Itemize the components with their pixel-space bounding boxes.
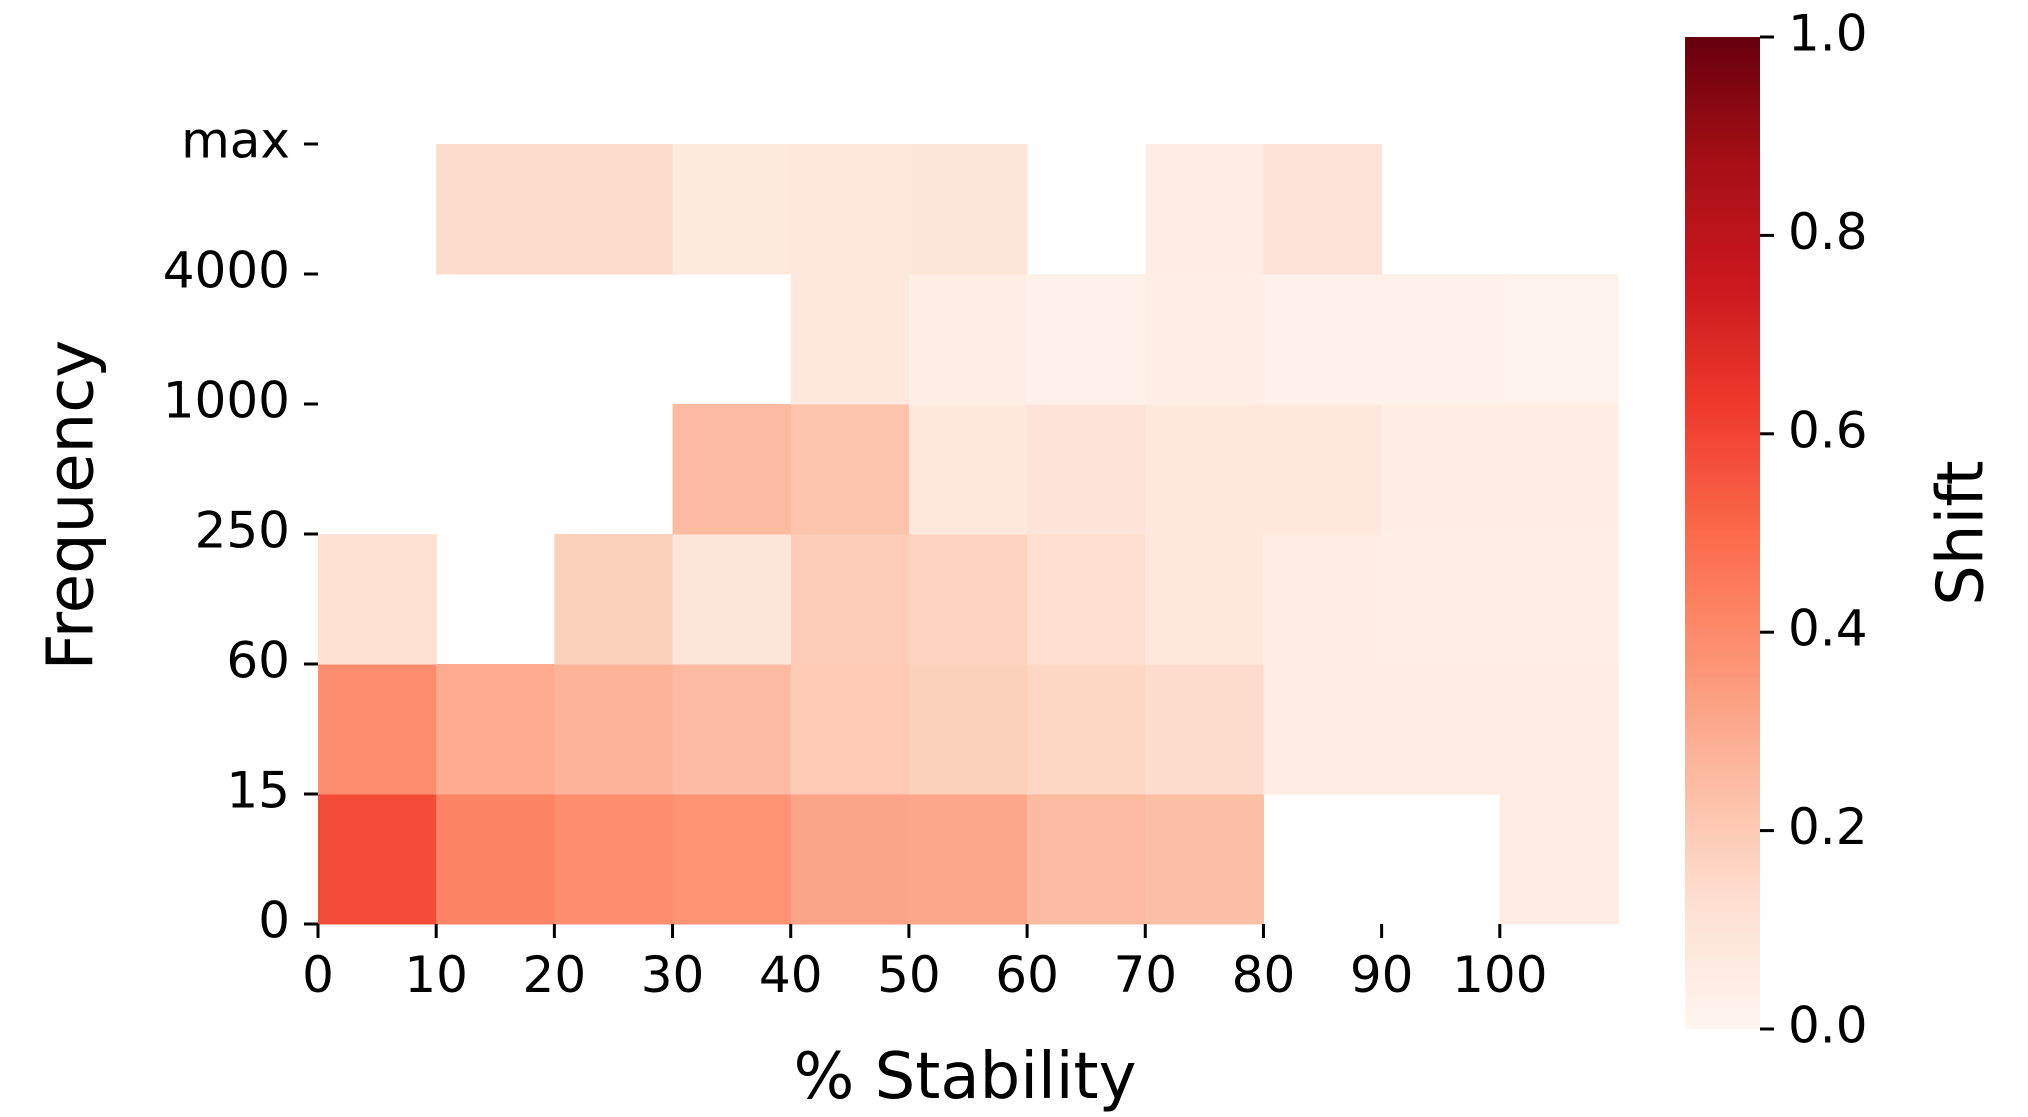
x-tick-label: 0: [302, 946, 334, 1004]
heatmap-cell: [1381, 534, 1501, 665]
x-tick-label: 50: [877, 946, 941, 1004]
x-axis-title: % Stability: [793, 1040, 1136, 1114]
y-axis-title: Frequency: [35, 340, 109, 671]
y-tick-label: 60: [226, 632, 290, 690]
colorbar-ticks: 0.0 0.2 0.4 0.6 0.8 1.0: [1760, 5, 1868, 1055]
colorbar-tick-label: 0.0: [1788, 997, 1868, 1055]
heatmap-cell: [1027, 794, 1146, 925]
heatmap-cell: [1499, 274, 1619, 405]
y-tick-label: max: [181, 112, 290, 170]
y-tick-label: 1000: [163, 372, 290, 430]
x-tick-label: 20: [523, 946, 587, 1004]
heatmap-cell: [554, 144, 674, 275]
heatmap-cell: [1145, 144, 1264, 275]
x-tick-label: 90: [1350, 946, 1414, 1004]
heatmap-cell: [790, 534, 910, 665]
heatmap-cell: [908, 794, 1028, 925]
heatmap-cell: [790, 404, 910, 535]
heatmap-cell: [554, 534, 674, 665]
heatmap-cell: [1499, 664, 1619, 795]
x-tick-label: 80: [1232, 946, 1296, 1004]
heatmap-cell: [436, 664, 555, 795]
heatmap-cell: [436, 794, 555, 925]
y-tick-label: 4000: [163, 242, 290, 300]
heatmap-cell: [672, 794, 792, 925]
heatmap-cell: [554, 664, 674, 795]
y-axis: 0 15 60 250 1000 4000 max: [163, 112, 318, 950]
heatmap-cell: [790, 664, 910, 795]
heatmap-cell: [908, 144, 1028, 275]
x-tick-label: 70: [1113, 946, 1177, 1004]
heatmap-cell: [554, 794, 674, 925]
heatmap-cell: [1499, 534, 1619, 665]
heatmap-cell: [1263, 404, 1383, 535]
x-tick-label: 60: [995, 946, 1059, 1004]
y-tick-label: 250: [195, 502, 290, 560]
heatmap-cell: [1145, 274, 1264, 405]
heatmap-cell: [672, 144, 792, 275]
heatmap-cell: [1381, 664, 1501, 795]
colorbar: [1685, 37, 1760, 1029]
heatmap-cell: [318, 534, 437, 665]
heatmap-cell: [1145, 534, 1264, 665]
heatmap-cell: [1381, 404, 1501, 535]
colorbar-tick-label: 0.6: [1788, 401, 1868, 459]
heatmap-cell: [436, 144, 555, 275]
heatmap-cell: [1499, 794, 1619, 925]
heatmap-cell: [1263, 144, 1383, 275]
heatmap-cell: [318, 794, 437, 925]
heatmap-cell: [790, 794, 910, 925]
heatmap-cell: [1499, 404, 1619, 535]
x-tick-label: 40: [759, 946, 823, 1004]
heatmap-cell: [672, 534, 792, 665]
heatmap-cell: [790, 274, 910, 405]
heatmap-cell: [908, 274, 1028, 405]
colorbar-tick-label: 0.4: [1788, 600, 1868, 658]
heatmap-cell: [672, 664, 792, 795]
heatmap-cell: [908, 534, 1028, 665]
heatmap-cells: [318, 144, 1619, 925]
heatmap-cell: [908, 404, 1028, 535]
heatmap-cell: [1027, 404, 1146, 535]
y-tick-label: 15: [226, 762, 290, 820]
y-tick-label: 0: [258, 892, 290, 950]
x-tick-label: 10: [404, 946, 468, 1004]
heatmap-cell: [1027, 534, 1146, 665]
heatmap-cell: [1263, 534, 1383, 665]
heatmap-cell: [1381, 274, 1501, 405]
colorbar-tick-label: 0.8: [1788, 203, 1868, 261]
heatmap-cell: [672, 404, 792, 535]
heatmap-cell: [1027, 664, 1146, 795]
heatmap-cell: [790, 144, 910, 275]
x-tick-label: 100: [1452, 946, 1547, 1004]
heatmap-cell: [908, 664, 1028, 795]
heatmap-cell: [318, 664, 437, 795]
colorbar-tick-label: 0.2: [1788, 798, 1868, 856]
colorbar-tick-label: 1.0: [1788, 5, 1868, 63]
colorbar-title: Shift: [1925, 460, 1999, 605]
heatmap-cell: [1263, 664, 1383, 795]
heatmap-cell: [1263, 274, 1383, 405]
x-axis: 0 10 20 30 40 50 60 70 80 90 100: [302, 924, 1548, 1004]
heatmap-cell: [1145, 404, 1264, 535]
heatmap-cell: [1145, 794, 1264, 925]
heatmap-cell: [1027, 274, 1146, 405]
x-tick-label: 30: [641, 946, 705, 1004]
heatmap-cell: [1145, 664, 1264, 795]
